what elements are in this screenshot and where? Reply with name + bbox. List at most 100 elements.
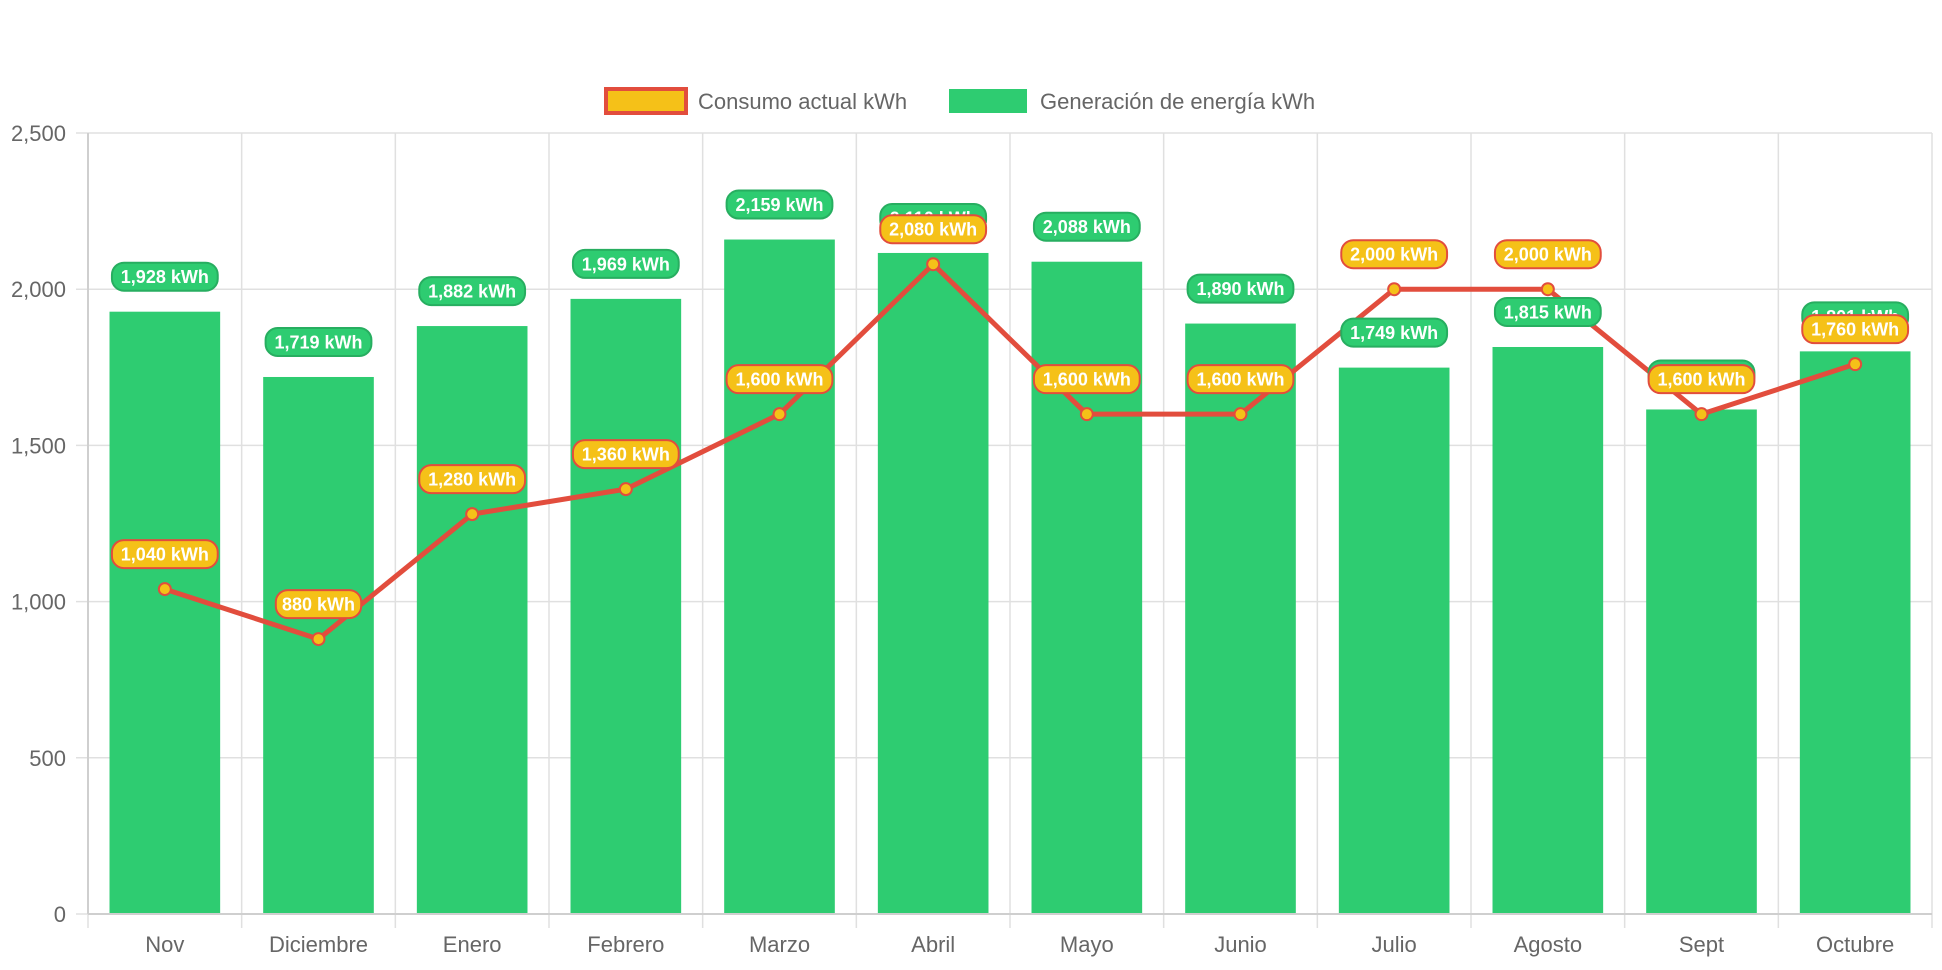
line-point[interactable]: [1540, 282, 1555, 297]
line-point[interactable]: [772, 407, 787, 422]
legend[interactable]: Consumo actual kWh Generación de energía …: [604, 87, 1315, 115]
bar-data-label: 2,088 kWh: [1032, 211, 1141, 242]
legend-item-consumo[interactable]: Consumo actual kWh: [604, 87, 907, 115]
bar-data-label-text: 1,719 kWh: [274, 332, 362, 352]
bar-data-label: 2,159 kWh: [725, 189, 834, 220]
bar[interactable]: [416, 326, 528, 914]
line-data-label: 1,600 kWh: [1647, 364, 1756, 395]
line-data-label-text: 880 kWh: [282, 595, 355, 615]
bar-data-label-text: 1,928 kWh: [121, 267, 209, 287]
bar-data-label-bg: [1186, 273, 1295, 304]
line-point[interactable]: [311, 632, 326, 647]
line-point[interactable]: [1387, 282, 1402, 297]
bar-data-label-text: 1,815 kWh: [1504, 302, 1592, 322]
legend-label-consumo: Consumo actual kWh: [698, 89, 907, 114]
bar[interactable]: [724, 239, 835, 915]
line-data-label: 1,280 kWh: [418, 464, 527, 495]
line-data-label-bg: [1186, 364, 1295, 395]
line-data-label: 2,000 kWh: [1340, 239, 1449, 270]
line-data-label-text: 1,040 kWh: [121, 545, 209, 565]
bar-data-label: 1,890 kWh: [1186, 273, 1295, 304]
x-tick-label: Agosto: [1514, 932, 1583, 957]
y-tick-label: 500: [29, 746, 66, 771]
bar-data-label-text: 2,088 kWh: [1043, 217, 1131, 237]
line-data-label-bg: [571, 439, 680, 470]
line-data-label-bg: [1032, 364, 1141, 395]
bar-data-label-bg: [418, 276, 527, 307]
bar[interactable]: [1646, 409, 1757, 914]
bar-data-label-text: 1,969 kWh: [582, 254, 670, 274]
bar[interactable]: [1031, 261, 1143, 914]
bar-data-label: 1,749 kWh: [1340, 317, 1449, 348]
x-tick-label: Nov: [145, 932, 184, 957]
bar[interactable]: [1799, 351, 1911, 914]
line-data-label-text: 1,600 kWh: [735, 370, 823, 390]
x-tick-label: Mayo: [1060, 932, 1114, 957]
bar[interactable]: [1185, 323, 1296, 915]
legend-label-generacion: Generación de energía kWh: [1040, 89, 1315, 114]
line-point[interactable]: [465, 507, 480, 522]
bar-data-label-bg: [1493, 296, 1602, 327]
x-tick-label: Febrero: [587, 932, 664, 957]
line-data-label-bg: [879, 214, 988, 245]
line-data-label-bg: [1340, 239, 1449, 270]
line-data-label-bg: [110, 539, 219, 570]
x-tick-label: Diciembre: [269, 932, 368, 957]
line-data-label-text: 1,280 kWh: [428, 470, 516, 490]
line-data-label: 1,600 kWh: [1032, 364, 1141, 395]
bar[interactable]: [877, 252, 989, 914]
bar-data-label-text: 2,159 kWh: [735, 195, 823, 215]
legend-swatch-consumo: [604, 87, 688, 115]
line-data-label-bg: [725, 364, 834, 395]
x-tick-label: Sept: [1679, 932, 1724, 957]
bar-data-label-bg: [1032, 211, 1141, 242]
line-data-label: 880 kWh: [274, 589, 363, 620]
line-point[interactable]: [618, 482, 633, 497]
line-data-label-text: 2,000 kWh: [1504, 245, 1592, 265]
bar-data-label: 1,928 kWh: [110, 261, 219, 292]
line-point[interactable]: [1079, 407, 1094, 422]
line-point[interactable]: [1233, 407, 1248, 422]
bar-data-label-bg: [264, 326, 373, 357]
line-data-label: 2,000 kWh: [1493, 239, 1602, 270]
line-point[interactable]: [157, 582, 172, 597]
line-data-label-bg: [1801, 314, 1910, 345]
bar[interactable]: [1338, 367, 1450, 914]
legend-item-generacion[interactable]: Generación de energía kWh: [949, 89, 1315, 114]
bar[interactable]: [570, 298, 682, 914]
line-data-label-text: 2,080 kWh: [889, 220, 977, 240]
line-data-label-bg: [1493, 239, 1602, 270]
line-data-label: 1,600 kWh: [1186, 364, 1295, 395]
bar-data-label: 1,969 kWh: [571, 248, 680, 279]
bar-series[interactable]: [109, 239, 1911, 915]
line-data-label: 1,760 kWh: [1801, 314, 1910, 345]
bar-data-label: 1,882 kWh: [418, 276, 527, 307]
legend-swatch-generacion: [949, 89, 1027, 113]
line-data-label: 1,360 kWh: [571, 439, 680, 470]
line-data-label-text: 1,600 kWh: [1043, 370, 1131, 390]
line-data-label-text: 1,360 kWh: [582, 445, 670, 465]
x-tick-label: Marzo: [749, 932, 810, 957]
line-data-label-text: 1,600 kWh: [1196, 370, 1284, 390]
bar-data-label-bg: [1340, 317, 1449, 348]
line-data-label-text: 2,000 kWh: [1350, 245, 1438, 265]
line-point[interactable]: [1694, 407, 1709, 422]
bar[interactable]: [109, 311, 221, 914]
line-point[interactable]: [1848, 357, 1863, 372]
x-tick-label: Enero: [443, 932, 502, 957]
line-point[interactable]: [926, 257, 941, 272]
y-tick-label: 2,500: [11, 121, 66, 146]
line-data-label: 1,040 kWh: [110, 539, 219, 570]
x-tick-label: Junio: [1214, 932, 1267, 957]
data-labels: 1,928 kWh 1,719 kWh 1,882 kWh 1,969 kWh 2,15…: [110, 189, 1910, 620]
bar-data-label: 1,719 kWh: [264, 326, 373, 357]
line-data-label-bg: [1647, 364, 1756, 395]
y-tick-label: 1,500: [11, 433, 66, 458]
bar-data-label-text: 1,749 kWh: [1350, 323, 1438, 343]
line-data-label-bg: [274, 589, 363, 620]
bar-data-label: 1,815 kWh: [1493, 296, 1602, 327]
bar-data-label-bg: [571, 248, 680, 279]
bar-data-label-bg: [725, 189, 834, 220]
bar[interactable]: [1492, 346, 1604, 914]
